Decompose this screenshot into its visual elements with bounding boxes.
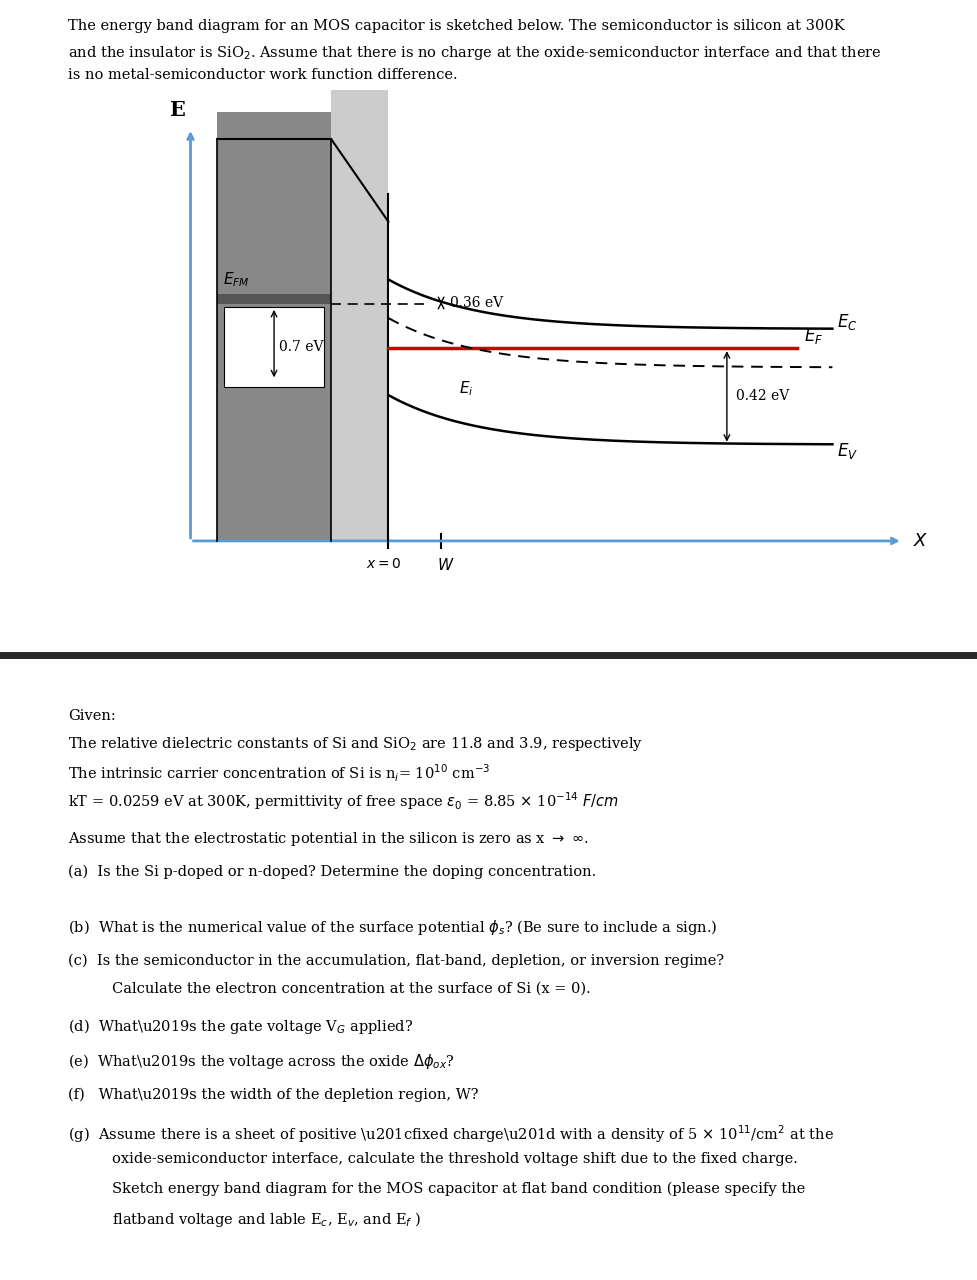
Text: $E_V$: $E_V$ [837, 442, 858, 461]
Bar [224, 307, 324, 387]
Text: Assume that the electrostatic potential in the silicon is zero as x $\rightarrow: Assume that the electrostatic potential … [68, 829, 589, 847]
Text: 0.7 eV: 0.7 eV [279, 340, 323, 353]
Text: Sketch energy band diagram for the MOS capacitor at flat band condition (please : Sketch energy band diagram for the MOS c… [112, 1181, 806, 1196]
Text: E: E [169, 100, 186, 120]
Bar [331, 90, 389, 541]
Text: Calculate the electron concentration at the surface of Si (x = 0).: Calculate the electron concentration at … [112, 982, 591, 996]
Text: and the insulator is SiO$_2$. Assume that there is no charge at the oxide-semico: and the insulator is SiO$_2$. Assume tha… [68, 44, 882, 61]
Text: (d)  What\u2019s the gate voltage V$_G$ applied?: (d) What\u2019s the gate voltage V$_G$ a… [68, 1018, 413, 1036]
Text: 0.42 eV: 0.42 eV [736, 389, 789, 403]
Text: (b)  What is the numerical value of the surface potential $\phi_s$? (Be sure to : (b) What is the numerical value of the s… [68, 918, 718, 937]
Text: The intrinsic carrier concentration of Si is n$_i$= 10$^{10}$ cm$^{-3}$: The intrinsic carrier concentration of S… [68, 763, 490, 785]
Text: $\it{X}$: $\it{X}$ [913, 532, 929, 550]
Text: $E_C$: $E_C$ [837, 312, 858, 333]
Text: $W$: $W$ [437, 558, 454, 573]
Text: (c)  Is the semiconductor in the accumulation, flat-band, depletion, or inversio: (c) Is the semiconductor in the accumula… [68, 954, 725, 968]
Text: flatband voltage and lable E$_c$, E$_v$, and E$_f$ ): flatband voltage and lable E$_c$, E$_v$,… [112, 1211, 422, 1229]
Text: The energy band diagram for an MOS capacitor is sketched below. The semiconducto: The energy band diagram for an MOS capac… [68, 19, 845, 33]
Text: kT = 0.0259 eV at 300K, permittivity of free space $\varepsilon_0$ = 8.85 $\time: kT = 0.0259 eV at 300K, permittivity of … [68, 791, 619, 813]
Text: oxide-semiconductor interface, calculate the threshold voltage shift due to the : oxide-semiconductor interface, calculate… [112, 1152, 798, 1166]
Text: (f)   What\u2019s the width of the depletion region, W?: (f) What\u2019s the width of the depleti… [68, 1088, 479, 1102]
Bar [217, 294, 331, 305]
Text: Given:: Given: [68, 709, 116, 723]
Text: The relative dielectric constants of Si and SiO$_2$ are 11.8 and 3.9, respective: The relative dielectric constants of Si … [68, 736, 644, 754]
Text: $E_{FM}$: $E_{FM}$ [223, 270, 250, 289]
Text: $E_i$: $E_i$ [459, 380, 473, 398]
Text: (a)  Is the Si p-doped or n-doped? Determine the doping concentration.: (a) Is the Si p-doped or n-doped? Determ… [68, 865, 597, 879]
Text: (e)  What\u2019s the voltage across the oxide $\Delta\phi_{ox}$?: (e) What\u2019s the voltage across the o… [68, 1052, 455, 1071]
Text: (g)  Assume there is a sheet of positive \u201cfixed charge\u201d with a density: (g) Assume there is a sheet of positive … [68, 1124, 834, 1144]
Text: 0.36 eV: 0.36 eV [449, 296, 503, 310]
Text: $x=0$: $x=0$ [366, 558, 402, 571]
Text: is no metal-semiconductor work function difference.: is no metal-semiconductor work function … [68, 68, 458, 82]
Bar [217, 111, 331, 541]
Text: $E_F$: $E_F$ [804, 325, 824, 346]
